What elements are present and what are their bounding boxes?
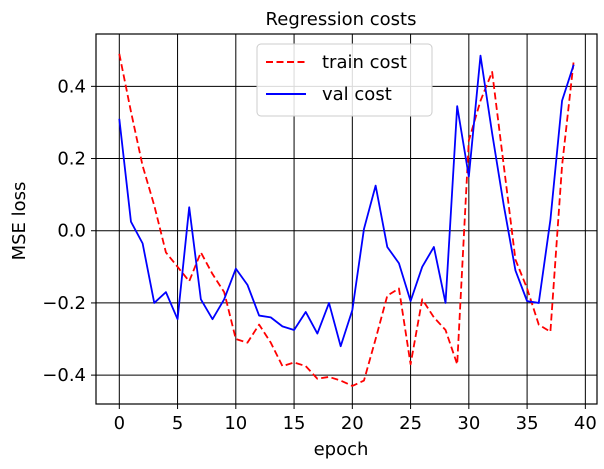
x-tick-label: 25 xyxy=(399,413,422,434)
series-line-val-cost xyxy=(118,54,575,348)
series-lines xyxy=(118,53,575,387)
chart-title: Regression costs xyxy=(266,9,417,30)
x-tick-label: 30 xyxy=(457,413,480,434)
x-tick-label: 0 xyxy=(114,413,125,434)
x-tick-label: 10 xyxy=(224,413,247,434)
y-tick-label: 0.2 xyxy=(57,149,86,170)
y-tick-label: −0.4 xyxy=(42,365,86,386)
x-tick-labels: 0 5 10 15 20 25 30 35 40 xyxy=(114,404,597,434)
x-tick-label: 35 xyxy=(516,413,539,434)
y-tick-labels: −0.4 −0.2 0.0 0.2 0.4 xyxy=(42,76,96,386)
x-axis-label: epoch xyxy=(314,439,369,460)
y-tick-label: 0.0 xyxy=(57,221,86,242)
y-tick-label: −0.2 xyxy=(42,293,86,314)
legend-label-train-cost: train cost xyxy=(322,52,407,73)
y-tick-label: 0.4 xyxy=(57,76,86,97)
y-axis-label: MSE loss xyxy=(9,182,30,261)
series-line-train-cost xyxy=(118,53,575,387)
x-tick-label: 15 xyxy=(283,413,306,434)
x-tick-label: 5 xyxy=(172,413,183,434)
x-tick-label: 20 xyxy=(341,413,364,434)
x-tick-label: 40 xyxy=(574,413,597,434)
legend: train cost val cost xyxy=(256,43,433,117)
legend-label-val-cost: val cost xyxy=(322,84,392,105)
plot-frame xyxy=(95,33,598,405)
